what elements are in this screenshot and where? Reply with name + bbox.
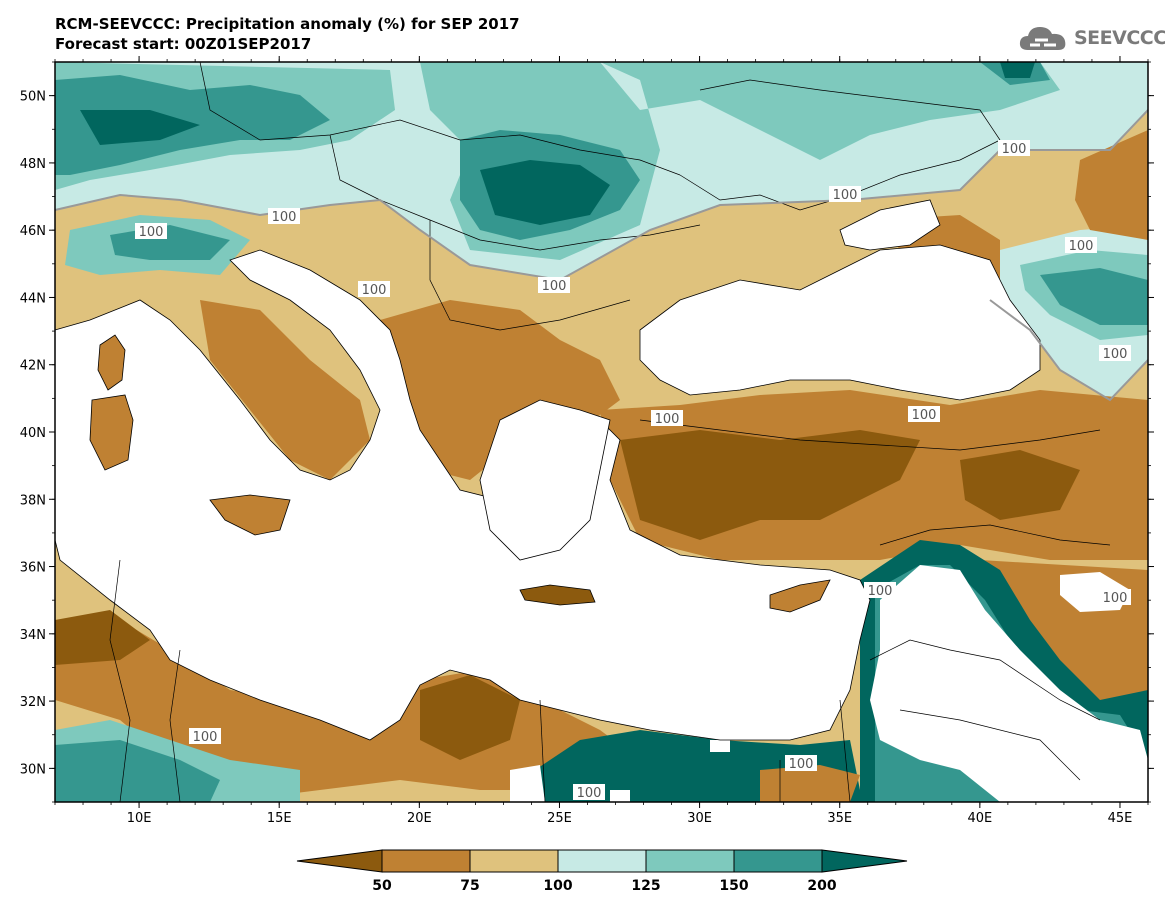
lat-tick-label: 48N	[20, 157, 46, 172]
field-mask-desert	[870, 565, 1148, 802]
contour-label: 100	[538, 277, 570, 294]
black-sea	[639, 244, 1041, 401]
contour-label: 100	[135, 223, 167, 240]
field-tunisia-dark	[55, 740, 220, 802]
colorbar-label: 200	[807, 878, 836, 894]
lat-tick-label: 34N	[20, 628, 46, 643]
field-italy-dry	[200, 300, 370, 480]
seevccc-logo: SEEVCCC	[1018, 22, 1165, 54]
lon-tick-label: 45E	[1108, 811, 1133, 826]
contour-label: 100	[189, 728, 221, 745]
colorbar-segment	[645, 849, 735, 873]
lat-tick-label: 32N	[20, 695, 46, 710]
lat-tick-label: 44N	[20, 291, 46, 306]
lon-tick-label: 10E	[127, 811, 152, 826]
svg-text:100: 100	[912, 408, 937, 423]
coastlines	[89, 334, 831, 613]
svg-text:100: 100	[139, 225, 164, 240]
corsica	[97, 334, 126, 391]
cyprus	[769, 579, 831, 613]
svg-text:100: 100	[577, 786, 602, 801]
field-caucasus-dark	[1040, 268, 1148, 325]
cloud-icon	[1019, 27, 1066, 50]
contour-label: 100	[1099, 589, 1131, 606]
colorbar-segment	[821, 849, 908, 873]
lon-tick-label: 15E	[267, 811, 292, 826]
svg-text:100: 100	[1103, 591, 1128, 606]
lat-tick-label: 38N	[20, 493, 46, 508]
svg-text:100: 100	[1103, 347, 1128, 362]
longitude-axis: 10E 15E 20E 25E 30E 35E 40E 45E	[54, 56, 1149, 826]
latitude-axis: 50N 48N 46N 44N 42N 40N 38N 36N 34N 32N 30N	[20, 61, 1154, 803]
colorbar-segment	[469, 849, 559, 873]
lon-tick-label: 25E	[547, 811, 572, 826]
contour-label: 100	[1065, 237, 1097, 254]
colorbar-label: 100	[543, 878, 572, 894]
svg-text:100: 100	[833, 188, 858, 203]
svg-text:100: 100	[193, 730, 218, 745]
contour-label: 100	[864, 582, 896, 599]
contour-label: 100	[573, 784, 605, 801]
contour-label: 100	[268, 208, 300, 225]
mediterranean-sea	[54, 249, 871, 741]
colorbar-label: 150	[719, 878, 748, 894]
lon-tick-label: 20E	[407, 811, 432, 826]
contour-label: 100	[358, 281, 390, 298]
colorbar-label: 125	[631, 878, 660, 894]
colorbar-segment	[557, 849, 647, 873]
svg-text:100: 100	[1002, 142, 1027, 157]
lat-tick-label: 40N	[20, 426, 46, 441]
colorbar: 50 75 100 125 150 200	[296, 849, 908, 894]
lat-tick-label: 46N	[20, 224, 46, 239]
contour-label: 100	[908, 406, 940, 423]
country-borders	[109, 61, 1111, 803]
contour-labels: 100 100 100 100 100 100 100 100 100 100 …	[135, 140, 1131, 801]
svg-text:100: 100	[868, 584, 893, 599]
svg-text:100: 100	[272, 210, 297, 225]
contour-lines	[54, 109, 1149, 402]
svg-text:100: 100	[655, 412, 680, 427]
lat-tick-label: 30N	[20, 762, 46, 777]
contour-label: 100	[651, 410, 683, 427]
lon-tick-label: 40E	[967, 811, 992, 826]
aegean-sea	[479, 399, 611, 561]
field-sinai-dry	[760, 765, 860, 802]
logo-text: SEEVCCC	[1074, 27, 1165, 49]
contour-label: 100	[829, 186, 861, 203]
colorbar-label: 75	[460, 878, 479, 894]
field-anatolia-driest	[620, 430, 1080, 540]
lat-tick-label: 36N	[20, 561, 46, 576]
sicily	[209, 494, 291, 536]
sardinia	[89, 394, 134, 471]
colorbar-label: 50	[372, 878, 392, 894]
map-title: RCM-SEEVCCC: Precipitation anomaly (%) f…	[55, 14, 520, 54]
lat-tick-label: 50N	[20, 90, 46, 105]
contour-label: 100	[998, 140, 1030, 157]
colorbar-segment	[296, 849, 383, 873]
svg-text:100: 100	[542, 279, 567, 294]
lat-tick-label: 42N	[20, 359, 46, 374]
lon-tick-label: 35E	[827, 811, 852, 826]
lon-tick-label: 30E	[687, 811, 712, 826]
field-balkan-dry	[370, 300, 620, 480]
sea-areas	[54, 199, 1041, 741]
title-line-1: RCM-SEEVCCC: Precipitation anomaly (%) f…	[55, 15, 520, 33]
field-africa-driest	[55, 610, 520, 760]
contour-label: 100	[785, 755, 817, 772]
colorbar-segment	[733, 849, 823, 873]
title-line-2: Forecast start: 00Z01SEP2017	[55, 35, 312, 53]
field-mask-egypt	[510, 740, 730, 802]
svg-text:100: 100	[789, 757, 814, 772]
colorbar-segment	[381, 849, 471, 873]
field-north-dark	[55, 62, 1050, 240]
svg-text:100: 100	[362, 283, 387, 298]
azov-sea	[839, 199, 941, 251]
contour-label: 100	[1099, 345, 1131, 362]
svg-text:100: 100	[1069, 239, 1094, 254]
crete	[519, 584, 596, 606]
field-north-darkest	[80, 62, 1035, 225]
